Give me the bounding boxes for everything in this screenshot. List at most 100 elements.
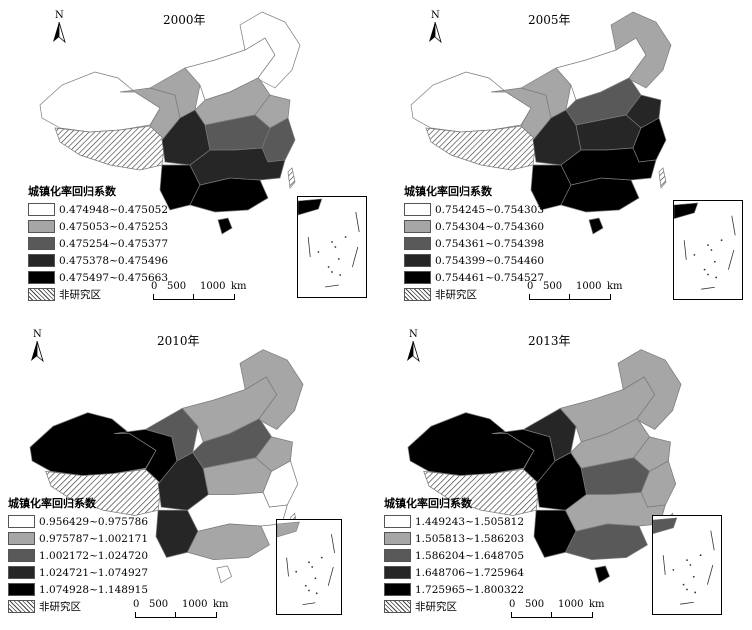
scale-unit: km <box>589 599 605 610</box>
legend: 城镇化率回归系数 0.754245~0.754303 0.754304~0.7543… <box>404 183 544 304</box>
legend-row: 1.449243~1.505812 <box>384 514 524 529</box>
island-dot <box>686 559 688 561</box>
china-map <box>407 349 682 584</box>
china-map <box>29 349 304 584</box>
legend-swatch <box>28 203 55 216</box>
legend-row: 1.725965~1.800322 <box>384 582 524 597</box>
hatch-swatch <box>8 600 35 613</box>
legend-label: 0.754461~0.754527 <box>435 271 544 284</box>
south-china-sea-inset <box>673 200 743 300</box>
legend-label: 0.754304~0.754360 <box>435 220 544 233</box>
region-hainan <box>594 565 611 584</box>
north-arrow-icon: N <box>28 329 46 363</box>
scale-bar: 0 500 1000 km <box>151 281 253 303</box>
region-hainan <box>588 217 604 235</box>
inset-coast <box>297 198 323 216</box>
legend-row-non-study: 非研究区 <box>8 599 148 614</box>
island-dot <box>672 569 675 571</box>
region-hainan <box>216 565 233 584</box>
legend-row: 1.586204~1.648705 <box>384 548 524 563</box>
north-arrow-shape <box>407 341 420 363</box>
legend-title: 城镇化率回归系数 <box>8 497 96 510</box>
scale-tick-label: 0 <box>527 281 534 292</box>
inset-coast <box>276 521 300 538</box>
scale-tick-label: 500 <box>149 599 169 610</box>
region-southeast <box>560 147 657 186</box>
hatch-swatch <box>384 600 411 613</box>
north-arrow-shape <box>31 341 44 363</box>
region-ne <box>610 11 672 89</box>
legend-row-non-study: 非研究区 <box>28 287 168 302</box>
legend-row: 0.754361~0.754398 <box>404 236 544 251</box>
legend-label: 非研究区 <box>435 289 477 301</box>
island-dot <box>331 241 333 243</box>
region-tibet <box>425 125 537 171</box>
scale-bar: 0 500 1000 km <box>527 281 629 303</box>
scale-bar-line <box>511 612 593 618</box>
legend-label: 1.074928~1.148915 <box>39 583 148 596</box>
south-china-sea-inset <box>652 515 722 615</box>
china-map <box>410 11 672 235</box>
island-dot <box>692 575 695 578</box>
panel-title: 2010年 <box>157 334 200 348</box>
legend-swatch <box>404 203 431 216</box>
island-dot <box>707 273 709 276</box>
legend-row-non-study: 非研究区 <box>404 287 544 302</box>
south-china-sea-inset <box>276 519 342 615</box>
legend-label: 1.505813~1.586203 <box>415 532 524 545</box>
legend-label: 0.475053~0.475253 <box>59 220 168 233</box>
legend-label: 1.449243~1.505812 <box>415 515 524 528</box>
legend-swatch <box>404 237 431 250</box>
legend-label: 1.725965~1.800322 <box>415 583 524 596</box>
island-dot <box>693 254 696 256</box>
legend-label: 1.024721~1.074927 <box>39 566 148 579</box>
region-taiwan <box>287 167 296 189</box>
legend-swatch <box>28 237 55 250</box>
island-dot <box>682 583 685 586</box>
legend-label: 0.754245~0.754303 <box>435 203 544 216</box>
north-label: N <box>431 10 440 21</box>
scale-tick-label: 500 <box>167 281 187 292</box>
scale-tick-label: 500 <box>525 599 545 610</box>
legend-label: 0.754399~0.754460 <box>435 254 544 267</box>
map-panel-2010: 2010年 N 城镇化率回归系数 0.956429~0.975786 0.97578… <box>0 315 376 630</box>
inset-coast <box>652 517 678 535</box>
boundary-dashes <box>683 215 736 290</box>
region-southeast <box>189 147 286 186</box>
scale-bar-line <box>135 612 217 618</box>
legend-row: 1.002172~1.024720 <box>8 548 148 563</box>
north-arrow-shape <box>429 22 442 44</box>
island-dot <box>720 239 723 242</box>
island-dot <box>311 566 314 568</box>
scale-tick-label: 500 <box>543 281 563 292</box>
island-dot <box>327 266 330 268</box>
legend-row: 0.475378~0.475496 <box>28 253 168 268</box>
region-hainan <box>217 217 233 235</box>
inset-map <box>652 517 715 605</box>
legend-swatch <box>384 532 411 545</box>
legend-row: 1.505813~1.586203 <box>384 531 524 546</box>
island-dot <box>315 592 318 595</box>
scale-tick-label: 0 <box>151 281 158 292</box>
inset-coast <box>673 202 699 220</box>
north-label: N <box>55 10 64 21</box>
scale-unit: km <box>213 599 229 610</box>
north-arrow-icon: N <box>426 10 444 44</box>
legend-swatch <box>8 549 35 562</box>
region-xinjiang <box>39 71 161 133</box>
hatch-swatch <box>404 288 431 301</box>
legend-swatch <box>28 254 55 267</box>
legend-swatch <box>404 220 431 233</box>
map-panel-2000: 2000年 N 城镇化率回归系数 0.474948~0.475052 0.47505… <box>0 0 376 315</box>
island-dot <box>699 554 702 557</box>
region-xinjiang <box>29 412 157 476</box>
legend: 城镇化率回归系数 1.449243~1.505812 1.505813~1.5862… <box>384 495 524 616</box>
scale-bar-mid-tick <box>551 612 552 617</box>
island-dot <box>713 260 716 263</box>
legend-label: 0.754361~0.754398 <box>435 237 544 250</box>
region-ne <box>617 349 682 430</box>
legend-swatch <box>384 583 411 596</box>
island-dot <box>331 271 333 273</box>
island-dot <box>344 236 347 238</box>
legend-label: 非研究区 <box>39 601 81 613</box>
